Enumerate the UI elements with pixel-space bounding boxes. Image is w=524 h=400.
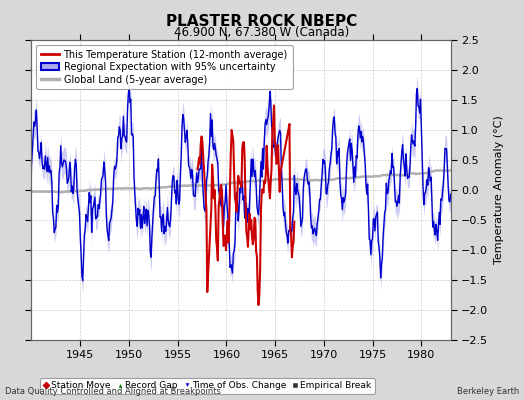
- Y-axis label: Temperature Anomaly (°C): Temperature Anomaly (°C): [494, 116, 504, 264]
- Text: PLASTER ROCK NBEPC: PLASTER ROCK NBEPC: [167, 14, 357, 29]
- Legend: Station Move, Record Gap, Time of Obs. Change, Empirical Break: Station Move, Record Gap, Time of Obs. C…: [40, 378, 375, 394]
- Text: Berkeley Earth: Berkeley Earth: [456, 387, 519, 396]
- Text: 46.900 N, 67.380 W (Canada): 46.900 N, 67.380 W (Canada): [174, 26, 350, 39]
- Text: Data Quality Controlled and Aligned at Breakpoints: Data Quality Controlled and Aligned at B…: [5, 387, 221, 396]
